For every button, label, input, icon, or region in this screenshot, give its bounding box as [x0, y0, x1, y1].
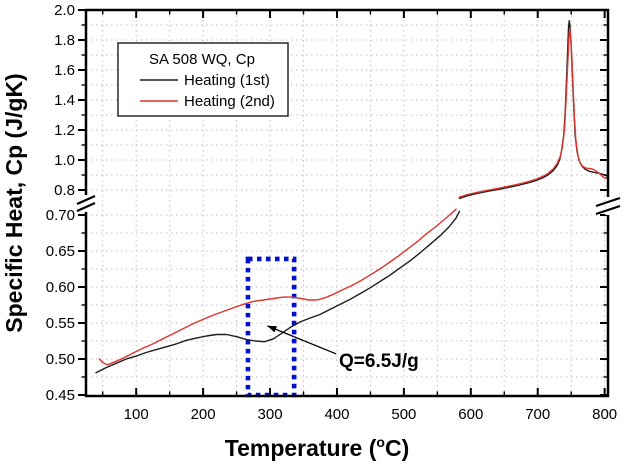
axis-break-gap	[605, 197, 611, 215]
axes-and-ticks	[76, 8, 621, 398]
annotation-arrowhead	[267, 325, 277, 333]
y-tick-label: 1.2	[54, 122, 75, 139]
x-tick-label: 200	[191, 406, 216, 423]
y-tick-label: 0.65	[46, 243, 75, 260]
x-tick-label: 300	[258, 406, 283, 423]
data-curves	[95, 20, 609, 374]
x-axis-title: Temperature (oC)	[225, 434, 410, 461]
curve-heating-1st-	[458, 20, 609, 200]
axis-break-mark	[76, 194, 96, 206]
heat-release-annotation: Q=6.5J/g	[267, 325, 419, 372]
axis-break-mark	[76, 201, 96, 213]
y-tick-label: 1.8	[54, 32, 75, 49]
y-tick-label: 0.60	[46, 279, 75, 296]
curve-heating-2nd-	[458, 28, 609, 198]
y-tick-label: 0.70	[46, 207, 75, 224]
y-tick-label: 1.0	[54, 152, 75, 169]
legend: SA 508 WQ, Cp Heating (1st) Heating (2nd…	[117, 42, 289, 117]
legend-title: SA 508 WQ, Cp	[149, 51, 255, 68]
y-axis-title: Specific Heat, Cp (J/gK)	[1, 73, 27, 332]
y-tick-label: 2.0	[54, 2, 75, 19]
y-tick-label: 0.55	[46, 315, 75, 332]
x-tick-label: 400	[324, 406, 349, 423]
axis-break-mark	[595, 204, 621, 216]
y-tick-label: 1.6	[54, 62, 75, 79]
y-tick-label: 0.50	[46, 351, 75, 368]
y-tick-label: 0.8	[54, 182, 75, 199]
axis-break-gap	[83, 195, 89, 212]
x-tick-label: 700	[525, 406, 550, 423]
y-tick-label: 1.4	[54, 92, 75, 109]
axis-break-mark	[595, 196, 621, 208]
x-tick-label: 500	[391, 406, 416, 423]
tick-labels: 100 200 300 400 500 600 700 800 0.8 1.0 1.2 1.4 1.6 1…	[46, 2, 617, 423]
legend-label-heating-1st: Heating (1st)	[184, 72, 270, 89]
x-tick-label: 100	[124, 406, 149, 423]
annotation-text: Q=6.5J/g	[339, 351, 419, 372]
x-tick-label: 800	[592, 406, 617, 423]
curve-heating-1st-	[95, 210, 461, 374]
legend-label-heating-2nd: Heating (2nd)	[184, 93, 275, 110]
annotation-arrow-line	[267, 325, 337, 355]
curve-heating-2nd-	[98, 208, 457, 366]
gridlines	[86, 10, 608, 396]
y-tick-label: 0.45	[46, 387, 75, 404]
x-tick-label: 600	[458, 406, 483, 423]
